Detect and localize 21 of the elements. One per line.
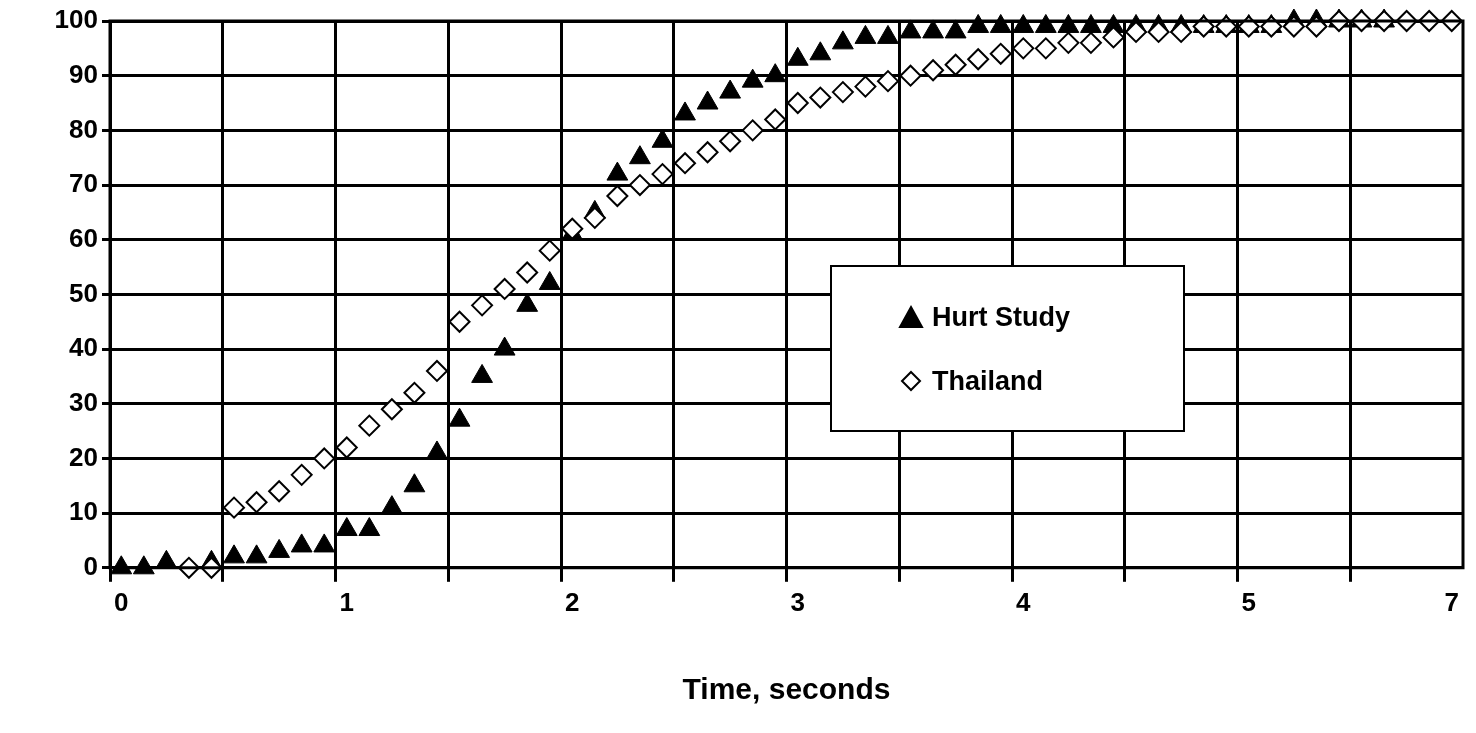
x-tick-label: 2 [565, 586, 580, 617]
x-axis-title: Time, seconds [682, 672, 891, 706]
x-tick-label: 3 [790, 586, 806, 617]
y-tick-label: 30 [69, 386, 98, 417]
legend-label: Thailand [932, 365, 1044, 397]
y-tick-label: 40 [69, 332, 98, 363]
x-tick-label: 1 [339, 586, 355, 617]
y-tick-label: 50 [69, 277, 98, 308]
y-tick-label: 0 [83, 550, 98, 581]
x-tick-label: 7 [1444, 586, 1459, 617]
x-tick-label: 4 [1016, 586, 1032, 617]
x-tick-label: 0 [114, 586, 129, 617]
x-tick-label: 5 [1241, 586, 1257, 617]
y-tick-label: 80 [69, 113, 98, 144]
y-tick-label: 20 [69, 441, 98, 472]
legend-label: Hurt Study [932, 301, 1070, 333]
y-tick-label: 100 [54, 4, 98, 35]
y-tick-label: 60 [69, 222, 98, 253]
y-tick-label: 10 [69, 496, 98, 527]
y-tick-label: 90 [69, 58, 98, 89]
y-tick-label: 70 [69, 168, 98, 199]
